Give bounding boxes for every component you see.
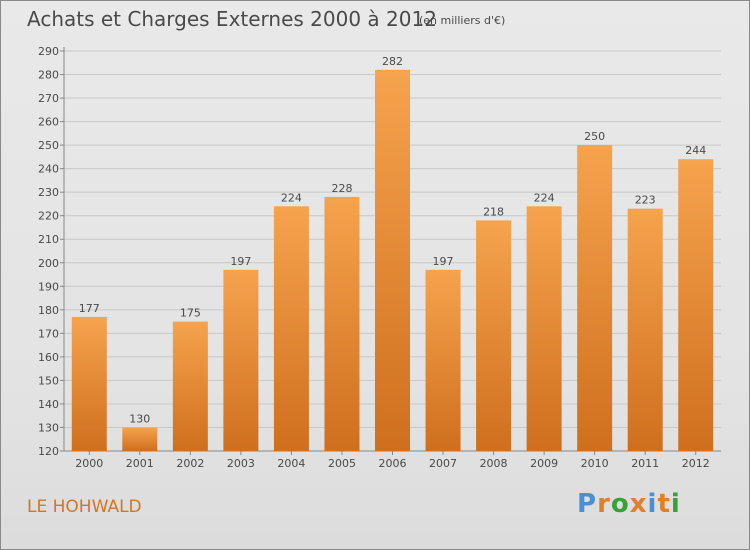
logo-letter: i — [670, 489, 681, 519]
bar — [375, 69, 410, 451]
chart-subtitle: (en milliers d'€) — [419, 14, 506, 27]
y-tick-label: 230 — [38, 186, 59, 199]
bar-value-label: 250 — [584, 130, 605, 143]
y-tick-label: 130 — [38, 421, 59, 434]
labels: 120 130 140 150 160 170 180 190 200 210 220 230 240 2… — [38, 45, 710, 470]
y-tick-label: 170 — [38, 327, 59, 340]
y-tick-label: 260 — [38, 116, 59, 129]
bar-value-label: 130 — [129, 412, 150, 425]
y-tick-label: 270 — [38, 92, 59, 105]
bar — [577, 145, 613, 451]
logo-letter: P — [577, 489, 598, 519]
bar-value-label: 223 — [635, 194, 656, 207]
bar-value-label: 224 — [281, 191, 302, 204]
commune-name: LE HOHWALD — [27, 497, 142, 517]
y-tick-label: 200 — [38, 257, 59, 270]
logo-letter: i — [647, 489, 658, 519]
bar-value-label: 224 — [534, 191, 555, 204]
logo-letter: o — [610, 489, 630, 519]
y-tick-label: 210 — [38, 233, 59, 246]
x-tick-label: 2009 — [530, 457, 558, 470]
y-tick-label: 240 — [38, 163, 59, 176]
x-tick-label: 2011 — [631, 457, 659, 470]
x-tick-label: 2002 — [176, 457, 204, 470]
bar — [172, 321, 208, 451]
x-tick-label: 2006 — [379, 457, 407, 470]
bar — [476, 220, 512, 451]
bar — [627, 208, 663, 451]
y-tick-label: 190 — [38, 280, 59, 293]
y-tick-label: 160 — [38, 351, 59, 364]
bars — [71, 69, 714, 451]
x-tick-label: 2007 — [429, 457, 457, 470]
proxiti-logo: Proxiti — [577, 489, 681, 519]
bar — [122, 427, 158, 451]
y-tick-label: 290 — [38, 45, 59, 58]
bar — [526, 206, 562, 451]
x-tick-label: 2000 — [75, 457, 103, 470]
logo-letter: t — [657, 489, 671, 519]
x-tick-label: 2012 — [682, 457, 710, 470]
bar-value-label: 228 — [331, 182, 352, 195]
y-tick-label: 120 — [38, 445, 59, 458]
bar — [678, 159, 714, 451]
bar — [273, 206, 309, 451]
y-tick-label: 220 — [38, 210, 59, 223]
y-tick-label: 280 — [38, 69, 59, 82]
x-tick-label: 2010 — [581, 457, 609, 470]
bar-value-label: 197 — [433, 255, 454, 268]
bar — [71, 316, 107, 451]
bar-value-label: 218 — [483, 205, 504, 218]
x-tick-label: 2005 — [328, 457, 356, 470]
bar — [324, 196, 360, 451]
bar-value-label: 282 — [382, 55, 403, 68]
bar — [425, 269, 461, 451]
logo-letter: r — [597, 489, 611, 519]
bar-value-label: 177 — [79, 302, 100, 315]
bar — [223, 269, 259, 451]
y-tick-label: 180 — [38, 304, 59, 317]
x-tick-label: 2004 — [277, 457, 305, 470]
y-tick-label: 250 — [38, 139, 59, 152]
x-tick-label: 2008 — [480, 457, 508, 470]
bar-value-label: 244 — [685, 144, 706, 157]
x-tick-label: 2003 — [227, 457, 255, 470]
bar-value-label: 175 — [180, 307, 201, 320]
y-tick-label: 140 — [38, 398, 59, 411]
chart-title: Achats et Charges Externes 2000 à 2012 — [27, 7, 437, 31]
y-tick-label: 150 — [38, 374, 59, 387]
bar-value-label: 197 — [230, 255, 251, 268]
x-tick-label: 2001 — [126, 457, 154, 470]
logo-letter: x — [629, 489, 648, 519]
